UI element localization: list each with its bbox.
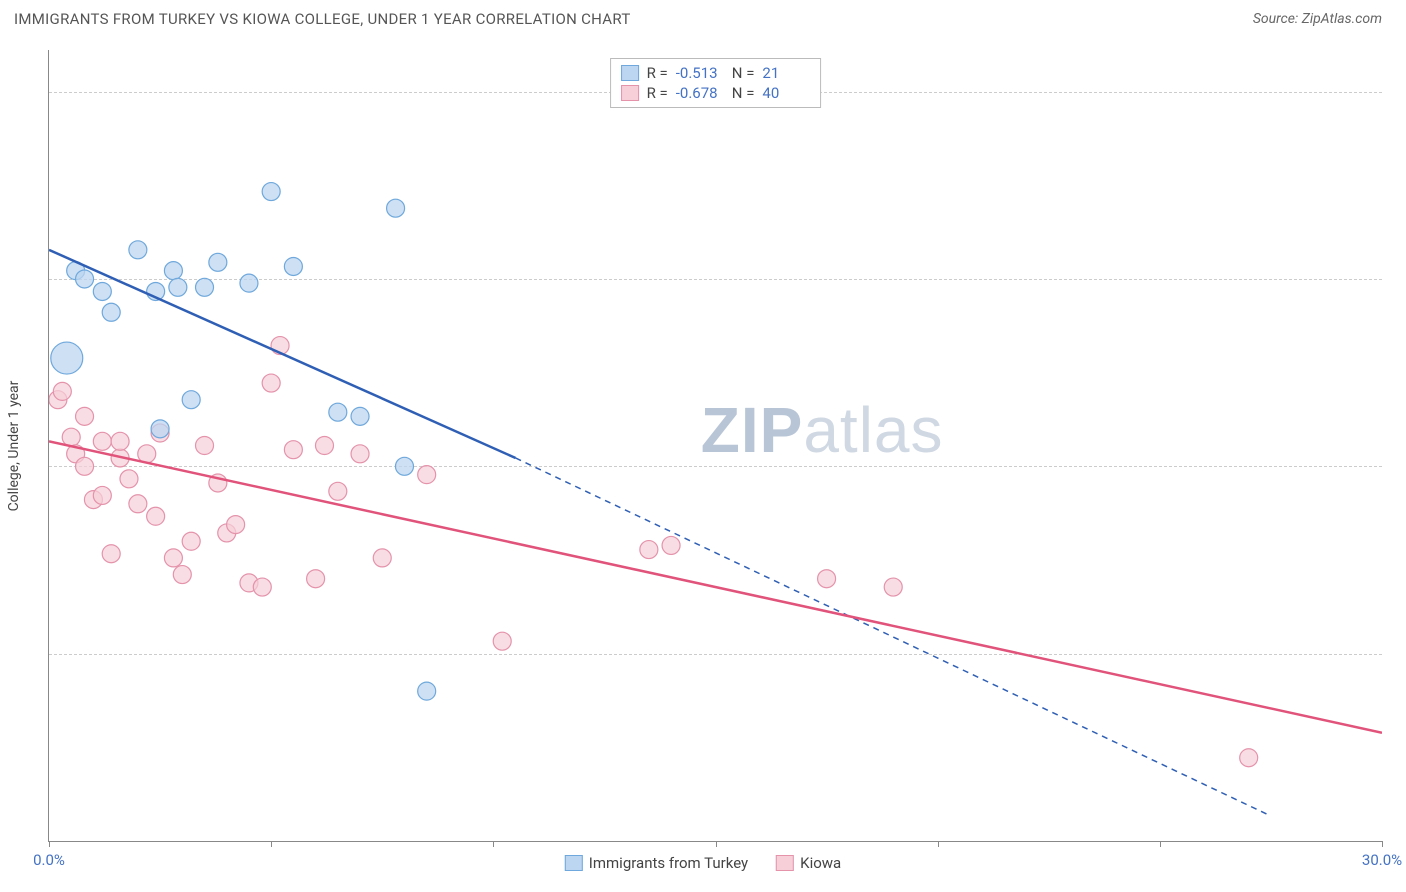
data-point-kiowa: [173, 566, 191, 584]
x-tick: [1382, 841, 1383, 847]
data-point-kiowa: [284, 441, 302, 459]
data-point-kiowa: [120, 470, 138, 488]
x-tick: [716, 841, 717, 847]
data-point-kiowa: [76, 407, 94, 425]
data-point-kiowa: [253, 578, 271, 596]
data-point-turkey: [387, 199, 405, 217]
x-tick-label: 0.0%: [33, 851, 65, 869]
bottom-legend: Immigrants from Turkey Kiowa: [565, 854, 841, 872]
data-point-kiowa: [147, 507, 165, 525]
data-point-kiowa: [76, 457, 94, 475]
chart-header: IMMIGRANTS FROM TURKEY VS KIOWA COLLEGE,…: [0, 0, 1406, 38]
x-tick: [49, 841, 50, 847]
data-point-turkey: [209, 253, 227, 271]
swatch-kiowa-icon: [776, 855, 794, 871]
data-point-turkey: [240, 274, 258, 292]
data-point-kiowa: [262, 374, 280, 392]
data-point-kiowa: [111, 432, 129, 450]
x-tick-label: 30.0%: [1362, 851, 1402, 869]
data-point-kiowa: [640, 541, 658, 559]
plot-svg: [49, 50, 1382, 841]
y-tick-label: 55.0%: [1392, 457, 1406, 475]
data-point-kiowa: [129, 495, 147, 513]
stats-row-turkey: R = -0.513 N = 21: [621, 63, 811, 83]
x-tick: [271, 841, 272, 847]
x-tick: [938, 841, 939, 847]
data-point-kiowa: [93, 486, 111, 504]
data-point-kiowa: [1240, 749, 1258, 767]
x-tick: [1160, 841, 1161, 847]
data-point-kiowa: [329, 482, 347, 500]
data-point-kiowa: [307, 570, 325, 588]
legend-item-turkey: Immigrants from Turkey: [565, 854, 748, 872]
trend-line-turkey-dashed: [516, 458, 1271, 816]
data-point-kiowa: [418, 466, 436, 484]
data-point-turkey: [329, 403, 347, 421]
swatch-kiowa: [621, 85, 639, 101]
y-tick-label: 32.5%: [1392, 645, 1406, 663]
data-point-kiowa: [351, 445, 369, 463]
data-point-turkey: [284, 257, 302, 275]
data-point-turkey: [93, 282, 111, 300]
data-point-turkey: [418, 682, 436, 700]
data-point-turkey: [51, 342, 83, 374]
data-point-kiowa: [53, 382, 71, 400]
data-point-kiowa: [818, 570, 836, 588]
data-point-kiowa: [182, 532, 200, 550]
data-point-kiowa: [662, 536, 680, 554]
data-point-kiowa: [102, 545, 120, 563]
data-point-kiowa: [493, 632, 511, 650]
data-point-turkey: [164, 262, 182, 280]
data-point-turkey: [129, 241, 147, 259]
y-axis-label: College, Under 1 year: [6, 381, 22, 512]
data-point-kiowa: [884, 578, 902, 596]
data-point-kiowa: [315, 437, 333, 455]
trend-line-turkey: [49, 250, 516, 458]
y-tick-label: 100.0%: [1392, 83, 1406, 101]
legend-item-kiowa: Kiowa: [776, 854, 841, 872]
data-point-turkey: [169, 278, 187, 296]
data-point-turkey: [351, 407, 369, 425]
x-tick: [493, 841, 494, 847]
swatch-turkey: [621, 65, 639, 81]
data-point-kiowa: [93, 432, 111, 450]
data-point-kiowa: [227, 516, 245, 534]
data-point-kiowa: [196, 437, 214, 455]
chart-title: IMMIGRANTS FROM TURKEY VS KIOWA COLLEGE,…: [14, 10, 631, 28]
data-point-kiowa: [62, 428, 80, 446]
data-point-turkey: [262, 183, 280, 201]
data-point-turkey: [196, 278, 214, 296]
data-point-kiowa: [373, 549, 391, 567]
chart-plot-area: ZIPatlas R = -0.513 N = 21 R = -0.678 N …: [48, 50, 1382, 842]
stats-row-kiowa: R = -0.678 N = 40: [621, 83, 811, 103]
data-point-turkey: [151, 420, 169, 438]
data-point-turkey: [395, 457, 413, 475]
data-point-kiowa: [164, 549, 182, 567]
data-point-turkey: [76, 270, 94, 288]
chart-source: Source: ZipAtlas.com: [1253, 11, 1382, 27]
data-point-turkey: [182, 391, 200, 409]
swatch-turkey-icon: [565, 855, 583, 871]
y-tick-label: 77.5%: [1392, 270, 1406, 288]
stats-legend: R = -0.513 N = 21 R = -0.678 N = 40: [610, 58, 822, 108]
data-point-turkey: [102, 303, 120, 321]
